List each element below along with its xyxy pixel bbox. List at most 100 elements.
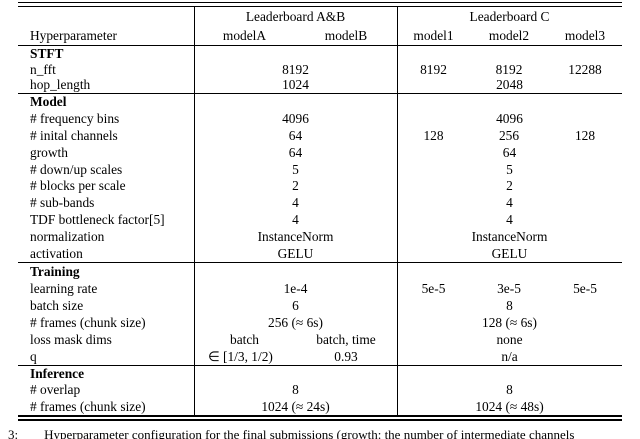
value-ab: 8 — [292, 382, 299, 398]
caption-text: Hyperparameter configuration for the fin… — [44, 427, 575, 439]
value-model2: 8192 — [495, 61, 523, 77]
param-label: # down/up scales — [30, 161, 123, 177]
value-ab: 4096 — [282, 111, 309, 127]
column-header-modela: modelA — [222, 27, 267, 43]
column-header-model1: model1 — [413, 27, 454, 43]
param-label: # blocks per scale — [30, 178, 126, 194]
value-ab: GELU — [277, 245, 314, 261]
table-rule — [18, 414, 622, 421]
param-label: # frames (chunk size) — [30, 314, 146, 330]
table-row: n_fft 8192 8192 8192 12288 — [18, 62, 622, 78]
section-title: Model — [30, 94, 67, 110]
section-title: Training — [30, 263, 80, 279]
param-label: batch size — [30, 297, 84, 313]
group-header-leaderboard-ab: Leaderboard A&B — [245, 8, 346, 24]
value-model2: 3e-5 — [497, 280, 521, 296]
section-model: Model # frequency bins 4096 4096 # inita… — [18, 92, 622, 262]
value-ab: 64 — [288, 144, 303, 160]
value-modela: ∈ [1/3, 1/2) — [208, 348, 273, 364]
value-ab: 6 — [292, 297, 299, 313]
param-label: activation — [30, 245, 83, 261]
value-model1: 5e-5 — [421, 280, 446, 296]
section-title-row: STFT — [18, 46, 622, 62]
table-row: Hyperparameter modelA modelB model1 mode… — [18, 26, 622, 45]
table-row: activation GELU GELU — [18, 245, 622, 262]
value-ab: 2 — [292, 178, 299, 194]
table-row: # down/up scales 5 5 — [18, 161, 622, 178]
table-row: # sub-bands 4 4 — [18, 195, 622, 212]
value-c: InstanceNorm — [471, 228, 548, 244]
value-model1: 128 — [423, 128, 444, 144]
param-label: # frames (chunk size) — [30, 398, 146, 414]
param-label: TDF bottleneck factor[5] — [30, 212, 165, 228]
table-row: # frames (chunk size) 1024 (≈ 24s) 1024 … — [18, 398, 622, 414]
value-c: 2 — [506, 178, 513, 194]
param-label: loss mask dims — [30, 331, 112, 347]
param-label: hop_length — [30, 77, 91, 93]
value-c: 4096 — [496, 111, 523, 127]
table-row: # frequency bins 4096 4096 — [18, 111, 622, 128]
value-model1: 8192 — [420, 61, 447, 77]
param-label: # sub-bands — [30, 195, 95, 211]
value-model3: 128 — [574, 128, 596, 144]
group-header-leaderboard-c: Leaderboard C — [469, 8, 550, 24]
section-stft: STFT n_fft 8192 8192 8192 12288 hop_leng… — [18, 45, 622, 93]
value-ab: 8192 — [282, 61, 309, 77]
value-c: 4 — [506, 195, 513, 211]
table-row: batch size 6 8 — [18, 297, 622, 314]
table-row: # frames (chunk size) 256 (≈ 6s) 128 (≈ … — [18, 314, 622, 331]
param-label: q — [30, 348, 37, 364]
section-title-row: Inference — [18, 366, 622, 382]
section-title: STFT — [30, 46, 64, 62]
value-c: n/a — [501, 348, 518, 364]
value-c: none — [496, 331, 523, 347]
section-inference: Inference # overlap 8 8 # frames (chunk … — [18, 364, 622, 415]
table-row: Leaderboard A&B Leaderboard C — [18, 7, 622, 26]
column-header-model2: model2 — [488, 27, 530, 43]
table-row: # inital channels 64 128 256 128 — [18, 127, 622, 144]
param-label: learning rate — [30, 280, 98, 296]
value-ab: 1e-4 — [283, 280, 308, 296]
value-ab: 1024 (≈ 24s) — [261, 398, 330, 414]
param-label: growth — [30, 144, 68, 160]
table-row: # overlap 8 8 — [18, 382, 622, 398]
value-c: 2048 — [496, 77, 523, 93]
table-header: Leaderboard A&B Leaderboard C Hyperparam… — [18, 7, 622, 45]
value-c: 8 — [506, 297, 513, 313]
table-caption: 3: Hyperparameter configuration for the f… — [8, 427, 574, 439]
value-modela: batch — [230, 331, 259, 347]
table-row: TDF bottleneck factor[5] 4 4 — [18, 211, 622, 228]
section-title-row: Model — [18, 94, 622, 111]
value-ab: 4 — [292, 195, 299, 211]
value-ab: 64 — [288, 128, 303, 144]
table-row: growth 64 64 — [18, 144, 622, 161]
value-model2: 256 — [498, 128, 520, 144]
param-label: n_fft — [30, 61, 56, 77]
value-c: GELU — [491, 245, 528, 261]
value-ab: InstanceNorm — [257, 228, 334, 244]
section-title: Inference — [30, 366, 85, 382]
value-c: 8 — [506, 382, 513, 398]
section-title-row: Training — [18, 263, 622, 280]
value-ab: 1024 — [282, 77, 309, 93]
param-label: # inital channels — [30, 128, 118, 144]
value-modelb: 0.93 — [334, 348, 358, 364]
table-row: # blocks per scale 2 2 — [18, 178, 622, 195]
table-row: q ∈ [1/3, 1/2) 0.93 n/a — [18, 348, 622, 365]
table-row: hop_length 1024 2048 — [18, 77, 622, 93]
param-label: # frequency bins — [30, 111, 120, 127]
table-rule — [18, 2, 622, 7]
table-row: loss mask dims batch batch, time none — [18, 331, 622, 348]
column-header-hyperparameter: Hyperparameter — [30, 27, 117, 43]
hyperparameter-table: Leaderboard A&B Leaderboard C Hyperparam… — [18, 2, 622, 421]
value-ab: 4 — [292, 212, 299, 228]
value-c: 128 (≈ 6s) — [482, 314, 537, 330]
caption-number: 3: — [8, 427, 19, 439]
value-modelb: batch, time — [316, 331, 376, 347]
param-label: # overlap — [30, 382, 81, 398]
value-c: 5 — [506, 161, 513, 177]
table-row: normalization InstanceNorm InstanceNorm — [18, 228, 622, 245]
value-model3: 5e-5 — [573, 280, 597, 296]
column-divider — [194, 7, 196, 415]
